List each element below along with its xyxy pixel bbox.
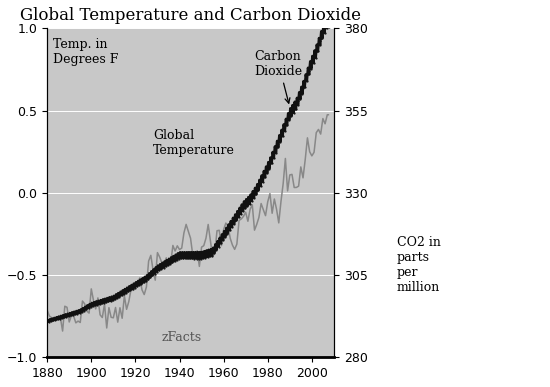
Text: Global
Temperature: Global Temperature bbox=[153, 128, 235, 157]
Text: Temp. in
Degrees F: Temp. in Degrees F bbox=[53, 38, 118, 66]
Text: zFacts: zFacts bbox=[162, 331, 202, 344]
Text: Carbon
Dioxide: Carbon Dioxide bbox=[255, 50, 302, 103]
Text: CO2 in
parts
per
million: CO2 in parts per million bbox=[397, 236, 441, 294]
Title: Global Temperature and Carbon Dioxide: Global Temperature and Carbon Dioxide bbox=[20, 7, 361, 24]
